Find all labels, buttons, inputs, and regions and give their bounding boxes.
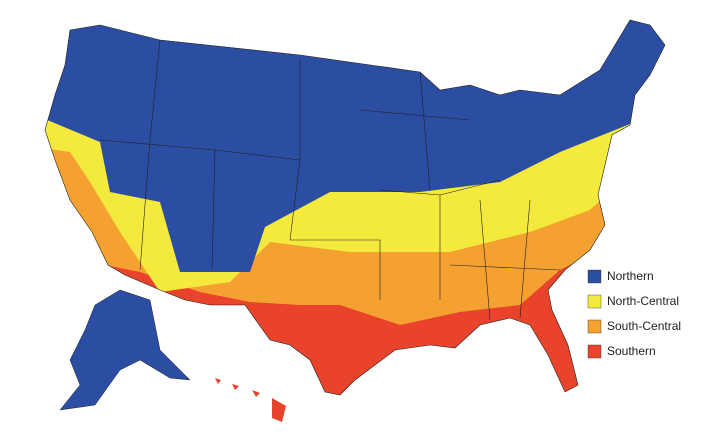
hawaii bbox=[215, 378, 286, 422]
legend-label: South-Central bbox=[607, 319, 681, 333]
state-lines bbox=[99, 39, 561, 321]
legend-label: Northern bbox=[607, 269, 654, 283]
legend-swatch bbox=[587, 269, 602, 284]
legend-label: North-Central bbox=[607, 294, 679, 308]
legend: Northern North-Central South-Central Southe… bbox=[587, 269, 681, 359]
legend-swatch bbox=[587, 319, 602, 334]
state-borders bbox=[44, 19, 666, 396]
alaska bbox=[59, 289, 191, 411]
us-outline bbox=[44, 19, 666, 396]
legend-swatch bbox=[587, 344, 602, 359]
legend-label: Southern bbox=[607, 344, 656, 358]
legend-swatch bbox=[587, 294, 602, 309]
